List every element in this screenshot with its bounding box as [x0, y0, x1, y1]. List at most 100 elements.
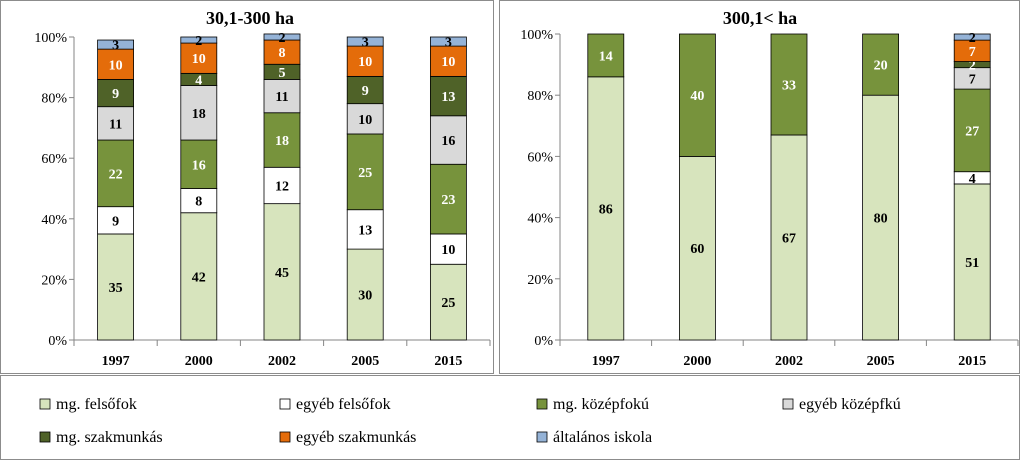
- x-tick-label: 2005: [867, 354, 895, 369]
- y-tick-label: 40%: [527, 212, 553, 227]
- x-tick-label: 2015: [958, 354, 986, 369]
- data-label: 5: [279, 66, 286, 81]
- data-label: 80: [874, 212, 888, 227]
- legend-swatch: [536, 431, 548, 443]
- legend-swatch: [536, 398, 548, 410]
- bar-segment: [97, 39, 134, 50]
- data-label: 16: [192, 158, 206, 173]
- legend-swatch: [279, 398, 291, 410]
- data-label: 3: [112, 39, 119, 54]
- legend-item: egyéb felsőfok: [279, 396, 391, 413]
- bar-segment: [97, 48, 134, 80]
- bar-segment: [679, 33, 716, 157]
- data-label: 10: [358, 55, 372, 70]
- data-label: 33: [782, 78, 796, 93]
- data-label: 10: [358, 113, 372, 128]
- legend-label: mg. felsőfok: [56, 396, 137, 413]
- legend-swatch: [39, 398, 51, 410]
- bar-segment: [587, 76, 625, 341]
- legend-item: mg. középfokú: [536, 396, 649, 413]
- data-label: 2: [195, 34, 202, 49]
- bar-segment: [346, 36, 384, 47]
- bar-segment: [953, 33, 991, 41]
- x-tick-label: 2002: [268, 354, 296, 369]
- bar-segment: [953, 183, 991, 341]
- data-label: 13: [441, 90, 455, 105]
- chart-border: [0, 0, 494, 374]
- bar-segment: [180, 85, 218, 141]
- data-label: 40: [690, 89, 704, 104]
- bar-segment: [679, 155, 716, 341]
- legend-label: mg. szakmunkás: [56, 429, 163, 446]
- legend-border: [0, 375, 1020, 460]
- legend-swatch: [39, 431, 51, 443]
- data-label: 35: [109, 281, 123, 296]
- chart-panel-1: 30,1-300 ha0%20%40%60%80%100%19973592211…: [0, 0, 494, 374]
- bar-segment: [429, 75, 467, 117]
- data-label: 45: [275, 266, 289, 281]
- x-tick-label: 2005: [351, 354, 379, 369]
- data-label: 3: [362, 36, 369, 51]
- bar-segment: [263, 39, 301, 65]
- bar-segment: [97, 206, 134, 235]
- data-label: 22: [109, 167, 123, 182]
- legend-item: egyéb középfkú: [782, 396, 901, 413]
- data-label: 11: [275, 90, 288, 105]
- legend-swatch: [279, 431, 291, 443]
- bar-segment: [429, 233, 467, 265]
- data-label: 10: [441, 55, 455, 70]
- data-label: 23: [441, 193, 455, 208]
- data-label: 60: [690, 242, 704, 257]
- x-tick-label: 2015: [434, 354, 462, 369]
- legend-swatch: [782, 398, 794, 410]
- data-label: 12: [275, 179, 289, 194]
- data-label: 11: [109, 117, 122, 132]
- y-tick-label: 20%: [527, 273, 553, 288]
- legend-item: mg. szakmunkás: [39, 429, 163, 446]
- data-label: 8: [195, 195, 202, 210]
- data-label: 9: [112, 214, 119, 229]
- bar-segment: [97, 139, 134, 208]
- bar-segment: [263, 203, 301, 341]
- data-label: 9: [362, 84, 369, 99]
- y-tick-label: 80%: [41, 92, 67, 107]
- bar-segment: [587, 33, 625, 78]
- data-label: 18: [192, 107, 206, 122]
- data-label: 14: [599, 49, 613, 64]
- data-label: 67: [782, 231, 796, 246]
- bar-segment: [346, 103, 384, 135]
- data-label: 25: [358, 166, 372, 181]
- bar-segment: [97, 233, 134, 341]
- chart-panel-2: 300,1< ha 0% 20% 40% 60% 80% 100% 1997 86 14 2000 6…: [499, 0, 1020, 374]
- data-label: 2: [969, 59, 976, 74]
- data-label: 10: [441, 243, 455, 258]
- data-label: 51: [965, 256, 979, 271]
- y-tick-label: 60%: [41, 152, 67, 167]
- y-tick-label: 20%: [41, 273, 67, 288]
- data-label: 20: [874, 59, 888, 74]
- data-label: 7: [969, 72, 976, 87]
- data-label: 16: [441, 134, 455, 149]
- bar-segment: [263, 112, 301, 168]
- legend: mg. felsőfok egyéb felsőfok mg. középfokú e…: [0, 375, 1020, 460]
- data-label: 25: [441, 296, 455, 311]
- data-label: 2: [279, 31, 286, 46]
- bar-segment: [770, 134, 808, 341]
- legend-item: általános iskola: [536, 429, 652, 446]
- legend-item: mg. felsőfok: [39, 396, 137, 413]
- data-label: 7: [969, 45, 976, 60]
- data-label: 30: [358, 289, 372, 304]
- y-tick-label: 0%: [534, 334, 553, 349]
- bar-segment: [429, 163, 467, 235]
- legend-label: általános iskola: [553, 429, 652, 446]
- x-tick-label: 1997: [102, 354, 130, 369]
- data-label: 3: [445, 36, 452, 51]
- x-tick-label: 1997: [592, 354, 620, 369]
- bar-segment: [862, 94, 899, 341]
- x-tick-label: 2002: [775, 354, 803, 369]
- chart-border: [499, 0, 1020, 374]
- data-label: 27: [965, 124, 979, 139]
- y-tick-label: 0%: [48, 334, 67, 349]
- data-label: 13: [358, 223, 372, 238]
- legend-label: egyéb szakmunkás: [296, 429, 416, 446]
